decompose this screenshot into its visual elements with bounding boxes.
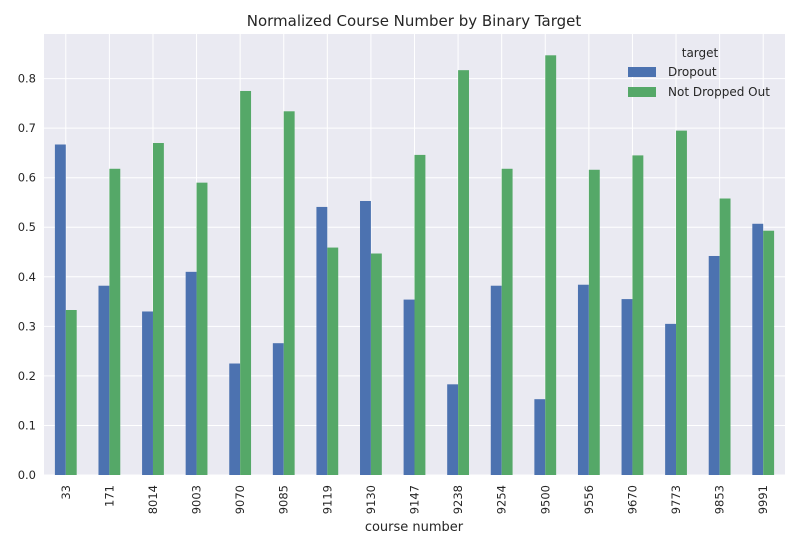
bar-dropout-9238 (447, 384, 459, 475)
bar-not-dropped-out-9500 (545, 55, 557, 476)
bar-not-dropped-out-9991 (763, 230, 775, 475)
bars (54, 55, 775, 476)
bar-dropout-9254 (490, 285, 502, 475)
x-tick-label: 9853 (713, 485, 727, 514)
bar-dropout-8014 (142, 311, 153, 475)
x-tick-label: 33 (59, 485, 73, 500)
x-tick-label: 9003 (190, 485, 204, 514)
x-axis-ticks: 33 171 8014 9003 9070 9085 9119 9130 9147 9238 925… (59, 485, 770, 514)
bar-not-dropped-out-171 (109, 168, 121, 475)
bar-dropout-9991 (752, 223, 764, 475)
bar-not-dropped-out-8014 (152, 143, 164, 475)
legend: target Dropout Not Dropped Out (628, 46, 770, 99)
x-tick-label: 9147 (408, 485, 422, 514)
bar-not-dropped-out-9254 (501, 168, 513, 475)
x-tick-label: 9670 (625, 485, 639, 514)
bar-not-dropped-out-9085 (283, 111, 295, 475)
legend-swatch-dropout (628, 67, 656, 77)
y-tick-label: 0.0 (18, 468, 36, 482)
bar-not-dropped-out-9119 (327, 247, 339, 475)
x-tick-label: 9130 (364, 485, 378, 514)
legend-label-not-dropped-out: Not Dropped Out (668, 85, 770, 99)
bar-dropout-9130 (360, 200, 371, 475)
y-tick-label: 0.1 (18, 418, 36, 432)
x-tick-label: 171 (102, 485, 116, 507)
bar-not-dropped-out-33 (65, 309, 77, 475)
x-tick-label: 9556 (582, 485, 596, 514)
y-tick-label: 0.4 (18, 270, 36, 284)
x-tick-label: 9085 (277, 485, 291, 514)
bar-not-dropped-out-9670 (632, 155, 644, 476)
bar-dropout-9085 (272, 343, 284, 475)
bar-not-dropped-out-9853 (719, 198, 731, 475)
bar-dropout-33 (54, 144, 66, 476)
x-tick-label: 9500 (538, 485, 552, 514)
y-tick-label: 0.2 (18, 369, 36, 383)
x-tick-label: 9238 (451, 485, 465, 514)
legend-swatch-not-dropped-out (628, 87, 656, 97)
y-tick-label: 0.5 (18, 220, 36, 234)
bar-dropout-9773 (665, 323, 677, 475)
x-tick-label: 8014 (146, 485, 160, 514)
y-axis-ticks: 0.0 0.1 0.2 0.3 0.4 0.5 0.6 0.7 0.8 (18, 72, 36, 482)
y-tick-label: 0.3 (18, 319, 36, 333)
y-tick-label: 0.7 (18, 121, 36, 135)
bar-dropout-9070 (229, 363, 241, 475)
bar-not-dropped-out-9147 (414, 154, 426, 475)
bar-not-dropped-out-9130 (370, 253, 382, 475)
bar-dropout-9556 (577, 284, 589, 475)
bar-dropout-9119 (316, 206, 328, 475)
bar-not-dropped-out-9070 (240, 90, 252, 475)
bar-dropout-171 (98, 285, 110, 475)
x-tick-label: 9254 (495, 485, 509, 514)
bar-not-dropped-out-9773 (676, 130, 687, 475)
bar-dropout-9853 (708, 255, 720, 475)
chart-title: Normalized Course Number by Binary Targe… (247, 12, 582, 30)
x-tick-label: 9991 (756, 485, 770, 514)
bar-dropout-9003 (185, 271, 197, 475)
bar-dropout-9500 (534, 399, 546, 475)
x-tick-label: 9119 (320, 485, 334, 514)
bar-dropout-9670 (621, 299, 633, 475)
legend-label-dropout: Dropout (668, 65, 717, 79)
bar-not-dropped-out-9556 (588, 169, 600, 475)
bar-dropout-9147 (403, 299, 415, 475)
y-tick-label: 0.8 (18, 72, 36, 86)
bar-not-dropped-out-9003 (196, 182, 208, 476)
y-tick-label: 0.6 (18, 171, 36, 185)
x-tick-label: 9773 (669, 485, 683, 514)
x-axis-label: course number (365, 520, 464, 535)
legend-title: target (682, 46, 719, 60)
x-tick-label: 9070 (233, 485, 247, 514)
bar-not-dropped-out-9238 (458, 70, 469, 476)
